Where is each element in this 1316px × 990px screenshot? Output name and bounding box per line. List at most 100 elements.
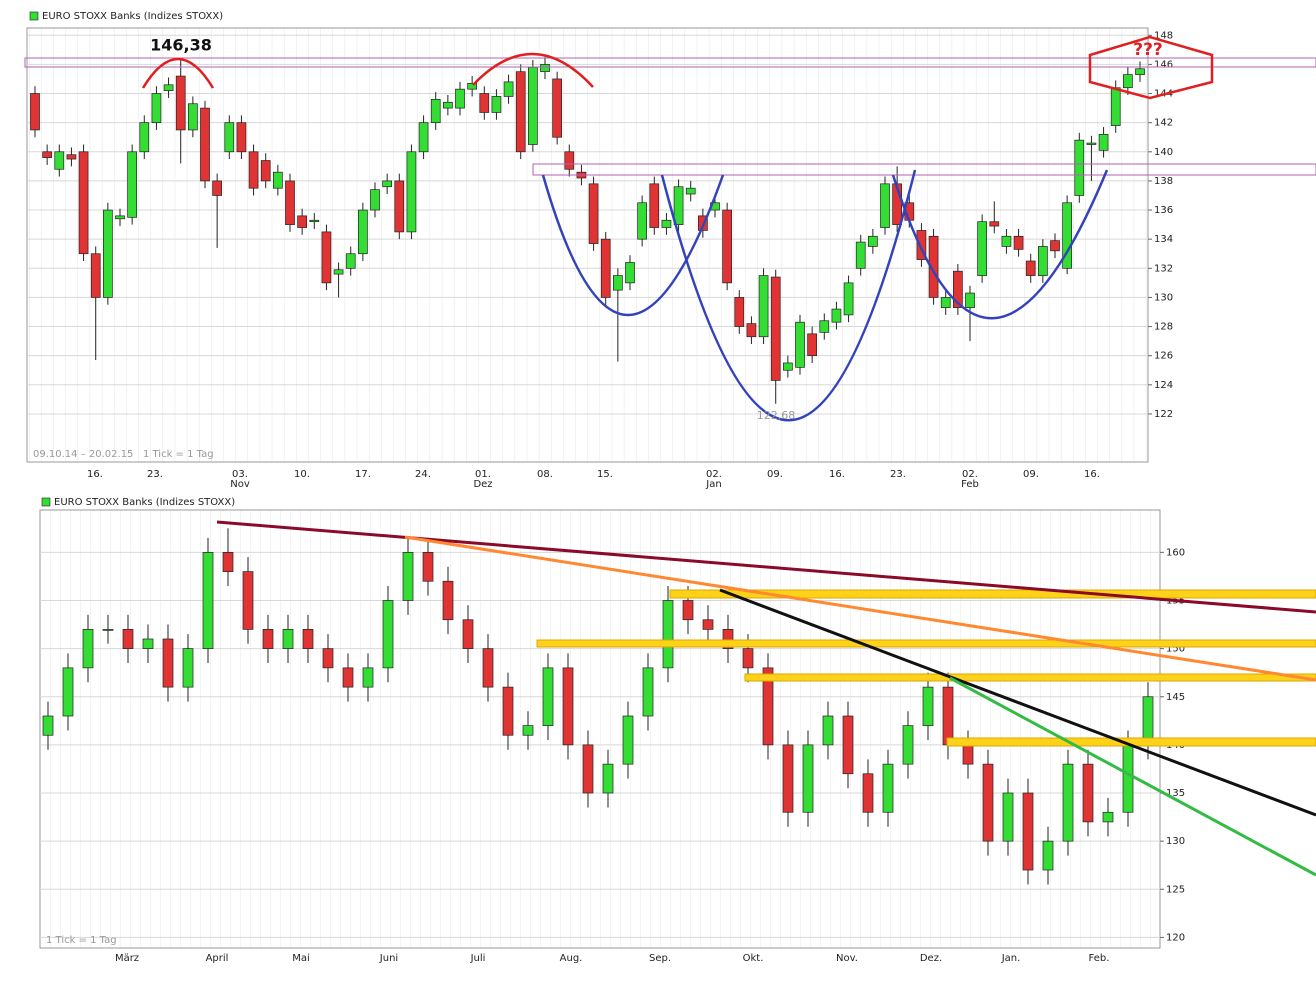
candle-body — [542, 667, 554, 726]
candle-body — [1135, 68, 1145, 75]
candle-body — [502, 686, 514, 736]
candle-body — [1074, 139, 1085, 196]
x-tick-label: 23. — [890, 469, 906, 480]
candle-body — [562, 667, 574, 746]
candle-body — [482, 648, 494, 688]
y-tick-label: 128 — [1154, 322, 1173, 333]
top-arc — [472, 52, 594, 88]
x-tick-label: 17. — [355, 469, 371, 480]
candle-body — [248, 151, 259, 189]
x-tick-label: 09. — [767, 469, 783, 480]
candle-body — [1025, 260, 1036, 276]
y-tick-label: 135 — [1166, 788, 1185, 799]
candle-body — [370, 189, 380, 211]
x-tick-label: 02. — [962, 469, 978, 480]
legend-swatch — [41, 497, 51, 507]
candle-body — [843, 282, 854, 316]
candle-body — [902, 725, 914, 765]
x-tick-label: 02. — [706, 469, 722, 480]
candle-body — [462, 619, 474, 649]
resistance-band — [532, 163, 1316, 176]
candle-body — [661, 219, 672, 228]
candle-body — [1110, 87, 1121, 126]
candle-body — [722, 629, 734, 649]
candle-body — [702, 619, 714, 630]
candle-body — [953, 270, 963, 308]
candle-body — [1050, 240, 1060, 252]
plot-area — [26, 27, 1149, 463]
x-tick-label: April — [206, 953, 229, 964]
y-tick-label: 126 — [1154, 351, 1173, 362]
x-tick-label: 16. — [87, 469, 103, 480]
candle-body — [625, 262, 635, 284]
candle-body — [940, 297, 951, 308]
y-tick-label: 120 — [1166, 932, 1185, 943]
candle-body — [928, 235, 939, 298]
candle-body — [746, 323, 757, 338]
candle-body — [224, 122, 235, 153]
x-tick-label: 15. — [597, 469, 613, 480]
candle-body — [273, 171, 283, 189]
annotation: 146,38 — [150, 36, 212, 55]
x-tick-label: 16. — [1084, 469, 1100, 480]
shoulder-curve — [541, 174, 725, 317]
candle-body — [831, 308, 842, 323]
candle-body — [54, 151, 65, 170]
support-band — [669, 589, 1316, 599]
candle-body — [182, 648, 194, 688]
candle-body — [1123, 74, 1133, 89]
x-tick-label: Nov. — [836, 953, 858, 964]
candle-body — [762, 667, 774, 746]
trend-line — [719, 588, 1316, 817]
candle-body — [882, 763, 894, 813]
candle-body — [467, 82, 477, 90]
candle-body — [115, 215, 125, 220]
y-tick-label: 140 — [1154, 147, 1173, 158]
y-tick-label: 138 — [1154, 176, 1173, 187]
candle-body — [222, 552, 234, 572]
top-arc — [141, 57, 215, 89]
x-tick-label: 01. — [475, 469, 491, 480]
candle-body — [362, 667, 374, 688]
candle-body — [422, 552, 434, 582]
x-tick-label: Dez. — [920, 953, 942, 964]
candle-body — [382, 600, 394, 669]
y-tick-label: 134 — [1154, 234, 1173, 245]
candle-body — [1002, 792, 1014, 842]
y-tick-label: 130 — [1166, 836, 1185, 847]
candle-body — [66, 154, 77, 160]
x-tick-label: 16. — [829, 469, 845, 480]
y-tick-label: 150 — [1166, 644, 1185, 655]
shoulder-curve — [891, 169, 1109, 320]
candle-body — [188, 103, 198, 131]
head-curve — [660, 169, 917, 422]
candle-body — [965, 292, 975, 308]
candle-body — [1062, 202, 1072, 269]
candle-body — [770, 276, 781, 381]
x-tick-label: 09. — [1023, 469, 1039, 480]
candle-body — [503, 81, 514, 97]
candle-body — [394, 180, 405, 233]
x-month-label: Dez — [473, 479, 492, 490]
y-tick-label: 130 — [1154, 292, 1173, 303]
candle-body — [942, 686, 954, 746]
candle-body — [540, 64, 550, 73]
candle-body — [1038, 246, 1048, 276]
candle-body — [868, 235, 878, 247]
candle-body — [842, 715, 854, 775]
candle-body — [455, 88, 465, 109]
candle-body — [151, 93, 162, 124]
candle-body — [345, 253, 356, 269]
candle-body — [977, 221, 987, 276]
legend-label: EURO STOXX Banks (Indizes STOXX) — [42, 11, 223, 22]
candle-body — [588, 183, 599, 244]
candle-body — [552, 78, 562, 138]
y-tick-label: 145 — [1166, 692, 1185, 703]
candle-body — [442, 580, 454, 621]
x-tick-label: Sep. — [649, 953, 671, 964]
candle-body — [1013, 235, 1024, 250]
candle-body — [822, 715, 834, 746]
x-tick-label: 08. — [537, 469, 553, 480]
y-tick-label: 125 — [1166, 884, 1185, 895]
